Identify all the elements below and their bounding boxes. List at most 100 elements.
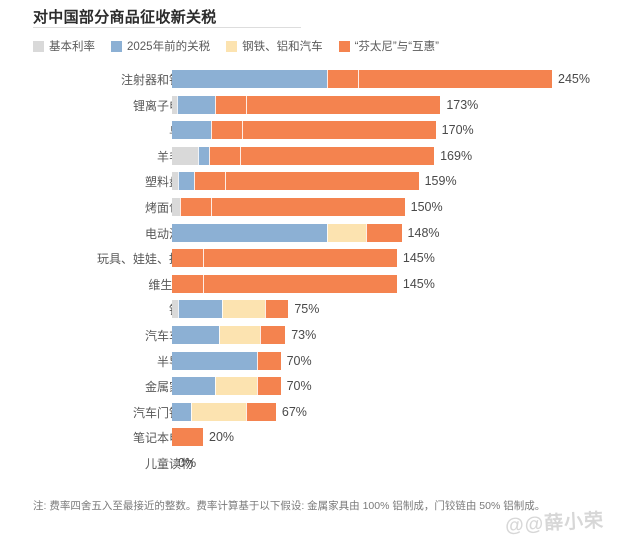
stacked-bar	[172, 121, 436, 140]
legend-swatch-icon	[33, 40, 44, 52]
category-label: 金属家具	[144, 380, 193, 395]
legend-label: 基本利率	[49, 41, 95, 53]
legend-label: 2025年前的关税	[127, 41, 211, 53]
bar-value-label: 75%	[294, 302, 320, 317]
stacked-bar	[172, 402, 276, 421]
category-label: 汽车车轮	[144, 329, 193, 343]
bar-segment	[358, 70, 552, 88]
bar-segment	[203, 249, 397, 268]
category-label: 半导体	[13, 353, 193, 370]
bar-segment	[172, 274, 204, 293]
category-label: 玩具、娃娃、拼图	[96, 252, 193, 267]
stacked-bar	[172, 198, 405, 216]
chart-row: 电动汽车 148%	[0, 220, 640, 246]
bar-value-label: 245%	[558, 72, 590, 86]
bar-segment	[215, 377, 258, 396]
bar-value-label: 145%	[402, 251, 435, 266]
bar-segment	[218, 326, 261, 344]
bar-segment	[172, 95, 177, 114]
category-label: 羊毛衫	[13, 148, 193, 165]
bar-segment	[210, 198, 405, 216]
bar-segment	[365, 223, 402, 242]
chart-row: 塑料盘子 159%	[0, 168, 640, 194]
chart-row: 锂离子电池 173%	[0, 92, 640, 118]
chart-row: 铝箔 75%	[0, 296, 640, 322]
bar-value-label: 67%	[281, 404, 307, 419]
chart-row: 乌贼 170%	[0, 117, 640, 143]
watermark: @@薛小荣	[504, 510, 605, 537]
chart-row: 金属家具 70%	[0, 373, 640, 399]
bar-segment	[172, 402, 191, 421]
bar-segment	[172, 70, 328, 88]
legend-item: “芬太尼”与“互惠”	[338, 38, 439, 54]
stacked-bar	[172, 95, 441, 114]
bar-segment	[265, 300, 289, 319]
bar-segment	[172, 146, 199, 165]
bar-segment	[246, 402, 276, 421]
bar-segment	[190, 402, 247, 421]
chart-row: 羊毛衫 169%	[0, 143, 640, 169]
category-label: 笔记本电脑	[132, 431, 193, 446]
bar-segment	[176, 95, 216, 114]
stacked-bar	[172, 172, 419, 191]
page-title: 对中国部分商品征收新关税	[33, 9, 217, 26]
bar-segment	[241, 121, 436, 140]
chart-row: 笔记本电脑 20%	[0, 424, 640, 450]
legend-swatch-icon	[226, 40, 238, 52]
category-label: 塑料盘子	[144, 175, 193, 190]
bar-value-label: 73%	[291, 328, 317, 342]
bar-value-label: 0%	[178, 456, 197, 470]
stacked-bar	[172, 351, 281, 370]
bar-segment	[172, 172, 179, 191]
legend-item: 钢铁、铝和汽车	[226, 38, 323, 54]
category-label: 电动汽车	[144, 226, 193, 241]
stacked-bar	[172, 274, 397, 293]
bar-segment	[257, 377, 281, 396]
bar-segment	[172, 351, 258, 370]
bar-segment	[193, 172, 225, 191]
bar-segment	[179, 198, 211, 216]
bar-value-label: 150%	[410, 200, 443, 214]
bar-value-label: 173%	[446, 97, 479, 112]
legend-swatch-icon	[338, 40, 350, 52]
bar-value-label: 159%	[424, 174, 457, 189]
bar-segment	[178, 300, 222, 319]
legend-label: 钢铁、铝和汽车	[242, 41, 323, 53]
bar-segment	[172, 428, 204, 447]
chart-footnote: 注: 费率四舍五入至最接近的整数。费率计算基于以下假设: 金属家具由 100% …	[33, 500, 546, 512]
chart-row: 维生素C 145%	[0, 271, 640, 297]
stacked-bar	[172, 428, 204, 447]
legend-label: “芬太尼”与“互惠”	[354, 41, 439, 53]
bar-segment	[257, 351, 281, 370]
bar-segment	[224, 172, 419, 191]
bar-segment	[210, 121, 242, 140]
bar-segment	[172, 326, 219, 344]
category-label: 铝箔	[13, 301, 193, 318]
bar-segment	[172, 223, 328, 242]
stacked-bar	[172, 70, 552, 88]
title-divider	[33, 27, 301, 28]
bar-segment	[215, 95, 247, 114]
bar-segment	[221, 300, 266, 319]
category-label: 维生素C	[148, 277, 193, 292]
bar-segment	[172, 121, 211, 140]
bar-segment	[240, 146, 435, 165]
bar-segment	[198, 146, 210, 165]
bar-chart-plot: 注射器和针头 245% 锂离子电池 173% 乌贼 170% 羊毛衫 169% 塑料盘子 159%…	[0, 66, 640, 486]
legend-item: 基本利率	[33, 38, 95, 54]
chart-row: 儿童读物 0%	[0, 450, 640, 476]
bar-segment	[178, 172, 194, 191]
bar-value-label: 148%	[407, 225, 440, 240]
stacked-bar	[172, 300, 289, 319]
category-label: 汽车门铰链	[132, 405, 193, 420]
bar-segment	[203, 274, 397, 293]
bar-segment	[172, 249, 204, 268]
category-label: 锂离子电池	[132, 98, 193, 113]
bar-segment	[172, 300, 179, 319]
bar-segment	[327, 70, 359, 88]
bar-value-label: 70%	[286, 379, 312, 394]
bar-segment	[209, 146, 241, 165]
legend-item: 2025年前的关税	[111, 38, 210, 54]
stacked-bar	[172, 223, 402, 242]
chart-row: 注射器和针头 245%	[0, 66, 640, 92]
